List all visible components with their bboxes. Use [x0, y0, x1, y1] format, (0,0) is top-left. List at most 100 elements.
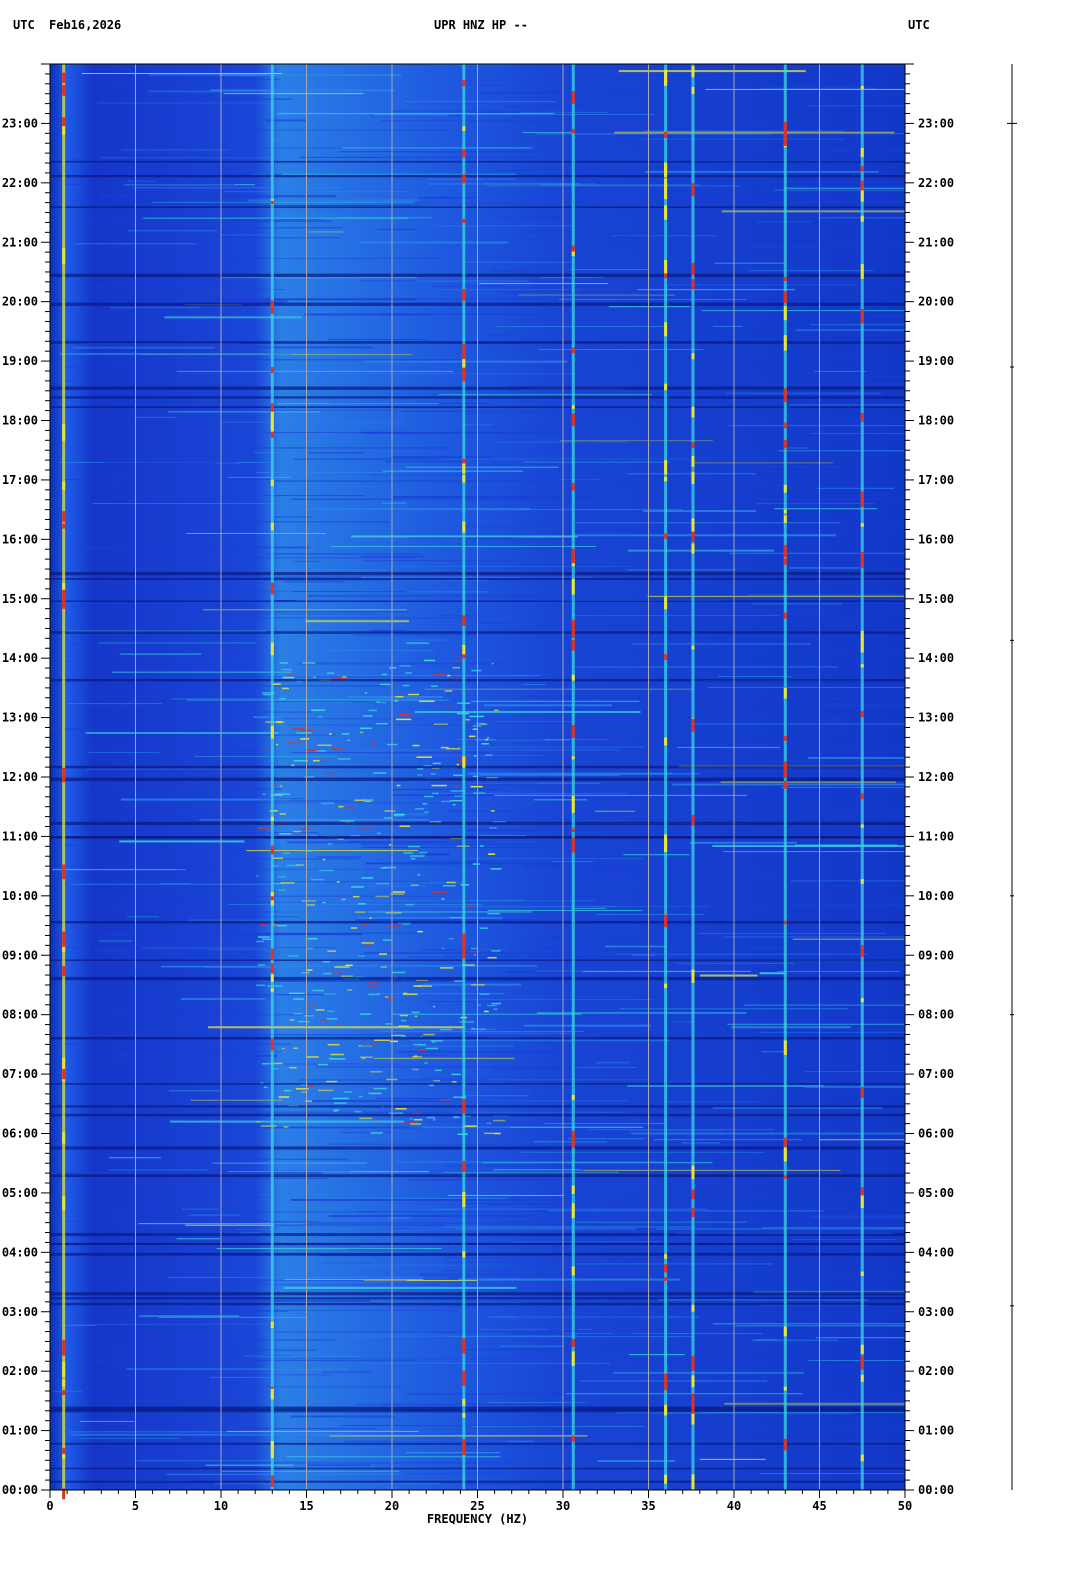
noise-streak [720, 781, 896, 783]
noise-streak [460, 424, 494, 426]
energy-speck [444, 690, 453, 692]
energy-speck [487, 912, 501, 915]
spectral-line-peak [783, 1137, 787, 1147]
noise-streak [449, 1336, 694, 1338]
spectral-line-peak [62, 1196, 66, 1211]
energy-speck [491, 1002, 501, 1005]
noise-streak [758, 64, 854, 66]
noise-streak [133, 187, 342, 189]
noise-streak [548, 937, 676, 940]
spectral-line-peak [860, 664, 864, 668]
noise-streak [220, 234, 335, 236]
energy-speck [394, 700, 399, 702]
energy-speck [257, 827, 274, 829]
noise-streak [641, 1200, 671, 1203]
noise-streak [582, 1169, 841, 1171]
noise-streak [588, 864, 648, 866]
noise-streak [488, 1079, 648, 1081]
energy-speck [325, 772, 338, 775]
noise-streak [588, 870, 825, 873]
energy-speck [392, 891, 406, 893]
noise-streak [406, 1392, 608, 1395]
spectral-line-peak [571, 245, 575, 252]
noise-streak [273, 516, 313, 518]
noise-streak [762, 1227, 905, 1229]
energy-speck [487, 853, 496, 855]
energy-speck [286, 742, 301, 744]
noise-streak [105, 1423, 173, 1425]
spectral-line-peak [664, 322, 668, 337]
noise-streak [607, 838, 866, 841]
noise-streak [653, 1139, 802, 1141]
noise-streak [171, 698, 426, 700]
energy-speck [260, 1125, 277, 1127]
spectral-line-peak [462, 367, 466, 382]
spectral-line-peak [664, 1373, 668, 1391]
spectral-line-peak [62, 1379, 66, 1387]
noise-streak [472, 784, 565, 786]
noise-streak [807, 705, 905, 707]
noise-streak [518, 294, 676, 296]
x-axis-label: FREQUENCY (HZ) [427, 1512, 528, 1526]
spectral-line [571, 64, 575, 1490]
energy-speck [424, 1062, 428, 1064]
noise-streak [613, 1371, 805, 1374]
energy-speck [399, 1014, 408, 1017]
energy-speck [354, 1110, 362, 1113]
noise-streak [748, 270, 874, 272]
noise-streak [808, 1360, 905, 1362]
noise-streak [148, 90, 314, 93]
energy-speck [402, 993, 418, 996]
spectral-line-peak [462, 644, 466, 655]
energy-speck [368, 709, 377, 712]
noise-streak [60, 1325, 98, 1327]
energy-speck [441, 947, 444, 950]
noise-streak [315, 569, 388, 572]
spectral-line-peak [783, 277, 787, 281]
energy-speck [401, 1035, 407, 1038]
noise-streak [292, 591, 414, 593]
noise-streak [774, 508, 878, 510]
noise-streak [631, 1132, 905, 1135]
noise-streak [361, 843, 535, 845]
energy-speck [330, 1058, 346, 1060]
noise-streak [790, 970, 905, 972]
noise-streak [469, 899, 523, 901]
noise-streak [305, 955, 446, 957]
time-tick-label: 04:00 [918, 1245, 954, 1259]
noise-streak [623, 854, 690, 856]
spectral-line-peak [783, 439, 787, 449]
noise-streak [675, 962, 795, 964]
energy-speck [286, 864, 298, 867]
energy-speck [310, 878, 325, 881]
noise-streak [187, 919, 280, 921]
energy-speck [441, 800, 451, 803]
spectral-line-peak [571, 416, 575, 427]
noise-streak [708, 1100, 849, 1102]
noise-streak [64, 366, 115, 368]
spectral-line-peak [691, 1208, 695, 1217]
noise-streak [93, 950, 249, 953]
noise-streak [360, 431, 591, 434]
noise-streak [571, 895, 733, 897]
noise-streak [627, 831, 783, 833]
noise-streak [647, 595, 904, 597]
energy-speck [366, 943, 371, 945]
noise-streak [109, 363, 256, 365]
spectral-line-peak [664, 596, 668, 610]
noise-streak [410, 1126, 644, 1128]
noise-streak [462, 1483, 571, 1485]
energy-speck [342, 676, 347, 678]
time-tick-label: 03:00 [2, 1305, 38, 1319]
noise-streak [549, 999, 754, 1001]
spectral-line-peak [860, 1271, 864, 1276]
noise-streak [363, 560, 513, 562]
noise-streak [140, 257, 266, 259]
noise-streak [479, 183, 748, 185]
spectral-line-peak [571, 1185, 575, 1194]
spectral-line-peak [270, 725, 274, 739]
noise-streak [538, 917, 702, 919]
spectral-line-peak [664, 460, 668, 475]
noise-streak [569, 529, 709, 531]
